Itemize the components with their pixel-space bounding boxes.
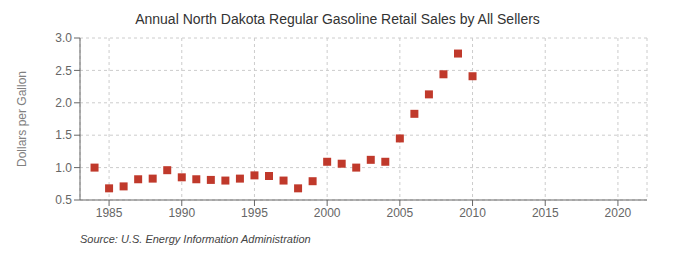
svg-text:2015: 2015 xyxy=(532,206,559,220)
svg-text:2.5: 2.5 xyxy=(55,64,72,78)
svg-text:3.0: 3.0 xyxy=(55,31,72,45)
svg-text:2020: 2020 xyxy=(605,206,632,220)
svg-text:1.0: 1.0 xyxy=(55,161,72,175)
html-text:Source: U.S. Energy Informatio: Source: U.S. Energy Information Administ… xyxy=(80,233,311,245)
svg-text:2000: 2000 xyxy=(314,206,341,220)
html-text:Annual North Dakota Regular Ga: Annual North Dakota Regular Gasoline Ret… xyxy=(135,11,540,27)
svg-text:1990: 1990 xyxy=(168,206,195,220)
svg-text:Dollars per Gallon: Dollars per Gallon xyxy=(15,71,29,167)
svg-text:1.5: 1.5 xyxy=(55,128,72,142)
svg-text:2005: 2005 xyxy=(386,206,413,220)
svg-text:2010: 2010 xyxy=(459,206,486,220)
svg-text:0.5: 0.5 xyxy=(55,193,72,207)
svg-text:1995: 1995 xyxy=(241,206,268,220)
svg-text:2.0: 2.0 xyxy=(55,96,72,110)
svg-text:1985: 1985 xyxy=(96,206,123,220)
